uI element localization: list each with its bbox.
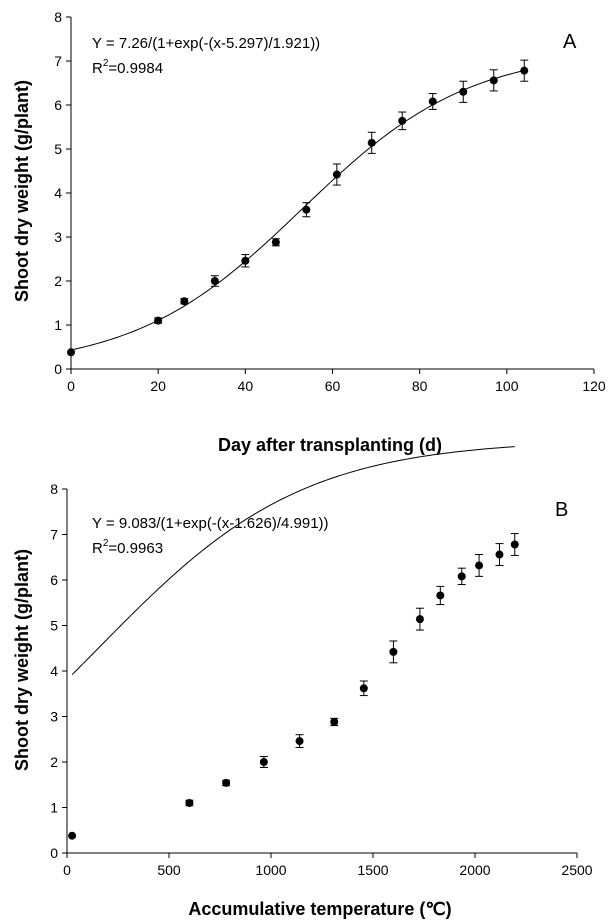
data-point-b: [330, 717, 339, 726]
data-point-a: [398, 116, 407, 125]
data-point-a: [154, 316, 163, 325]
data-point-a: [180, 297, 189, 306]
data-point-a: [67, 348, 75, 357]
x-tick-label-b: 2000: [459, 862, 490, 878]
data-point-b: [457, 572, 466, 581]
data-point-b: [436, 591, 445, 600]
y-tick-label-a: 4: [54, 185, 62, 201]
data-point-b: [359, 684, 368, 693]
y-tick-label-a: 7: [54, 53, 62, 69]
data-point-b: [510, 540, 519, 549]
x-tick-label-a: 60: [325, 378, 341, 394]
r-squared-text-a: R2=0.9984: [92, 58, 163, 77]
data-point-b: [415, 615, 424, 624]
x-tick-label-b: 1000: [255, 862, 286, 878]
data-point-b: [295, 737, 304, 746]
y-tick-label-b: 1: [50, 800, 58, 816]
x-tick-label-a: 20: [150, 378, 166, 394]
x-axis-title-a: Day after transplanting (d): [218, 435, 442, 455]
data-point-a: [520, 66, 529, 75]
r-squared-text-b: R2=0.9963: [92, 538, 163, 557]
y-tick-label-a: 1: [54, 317, 62, 333]
y-tick-label-b: 7: [50, 527, 58, 543]
panel-b: 0 1 2 3 4 5 6 7 8 0 500 1000 1500 2000 2500 Y = 9.083/…: [12, 446, 593, 919]
x-tick-label-a: 80: [412, 378, 428, 394]
fit-curve-b: [71, 446, 515, 676]
x-tick-label-a: 40: [238, 378, 254, 394]
panel-label-a: A: [563, 31, 577, 53]
y-tick-label-b: 4: [50, 663, 58, 679]
x-tick-label-b: 0: [63, 862, 71, 878]
data-point-a: [241, 256, 250, 265]
x-tick-label-b: 500: [157, 862, 181, 878]
equation-text-b: Y = 9.083/(1+exp(-(x-1.626)/4.991)): [92, 515, 329, 532]
data-point-b: [259, 758, 268, 766]
y-axis-title-a: Shoot dry weight (g/plant): [12, 80, 32, 302]
x-tick-label-b: 2500: [561, 862, 592, 878]
y-axis-title-b: Shoot dry weight (g/plant): [12, 549, 32, 771]
x-tick-label-a: 120: [582, 378, 606, 394]
x-axis-title-b: Accumulative temperature (℃): [188, 899, 451, 919]
data-point-b: [475, 561, 484, 570]
y-tick-label-a: 0: [54, 361, 62, 377]
x-tick-label-a: 100: [495, 378, 519, 394]
data-point-b: [185, 798, 194, 807]
y-tick-label-b: 6: [50, 572, 58, 588]
y-tick-label-b: 3: [50, 709, 58, 725]
x-tick-label-b: 1500: [357, 862, 388, 878]
plot-area-b: 0 1 2 3 4 5 6 7 8 0 500 1000 1500 2000 2500: [50, 446, 593, 878]
y-tick-label-a: 6: [54, 97, 62, 113]
y-tick-label-a: 2: [54, 273, 62, 289]
data-point-a: [210, 277, 219, 285]
y-tick-label-b: 8: [50, 481, 58, 497]
y-tick-label-b: 5: [50, 618, 58, 634]
y-tick-label-a: 5: [54, 141, 62, 157]
data-point-b: [222, 778, 231, 787]
y-tick-label-a: 8: [54, 9, 62, 25]
data-point-a: [459, 87, 468, 96]
x-tick-label-a: 0: [67, 378, 75, 394]
y-tick-label-a: 3: [54, 229, 62, 245]
data-point-b: [68, 831, 77, 840]
data-point-a: [271, 238, 280, 247]
data-point-b: [495, 550, 504, 559]
data-point-a: [332, 170, 341, 179]
y-tick-label-b: 2: [50, 754, 58, 770]
data-point-b: [389, 647, 398, 656]
panel-label-b: B: [555, 499, 568, 521]
data-point-a: [367, 138, 376, 147]
data-point-a: [302, 205, 311, 214]
fit-curve-a: [70, 70, 525, 351]
data-point-a: [489, 76, 498, 85]
equation-text-a: Y = 7.26/(1+exp(-(x-5.297)/1.921)): [92, 35, 320, 52]
y-tick-label-b: 0: [50, 845, 58, 861]
data-point-a: [428, 97, 437, 106]
